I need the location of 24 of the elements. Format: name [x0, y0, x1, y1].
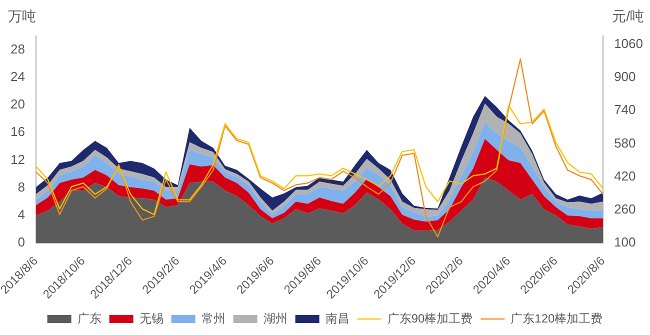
legend-label: 广东90棒加工费 [387, 311, 473, 326]
y2-tick-label: 900 [614, 68, 636, 84]
y2-tick-label: 420 [614, 168, 636, 184]
legend-label: 湖州 [263, 311, 288, 326]
y-tick-label: 8 [18, 179, 26, 194]
y-tick-label: 24 [10, 68, 26, 84]
y-tick-label: 0 [18, 234, 26, 250]
y-tick-label: 16 [10, 124, 26, 140]
y2-tick-label: 580 [614, 135, 636, 150]
legend-label: 广东 [77, 311, 102, 326]
y2-axis-title: 元/吨 [612, 8, 644, 24]
y-tick-label: 12 [10, 152, 26, 167]
legend-label: 无锡 [139, 311, 164, 326]
y2-tick-label: 100 [614, 234, 636, 250]
y-tick-label: 28 [10, 41, 26, 56]
legend-label: 常州 [201, 311, 226, 326]
y2-tick-label: 740 [614, 102, 636, 118]
y2-tick-label: 260 [614, 202, 636, 217]
y-axis-title: 万吨 [8, 8, 36, 24]
legend-label: 广东120棒加工费 [510, 311, 603, 326]
y-tick-label: 4 [18, 207, 26, 222]
legend-label: 南昌 [325, 311, 350, 326]
y-tick-label: 20 [10, 96, 26, 112]
y2-tick-label: 1060 [614, 36, 643, 51]
